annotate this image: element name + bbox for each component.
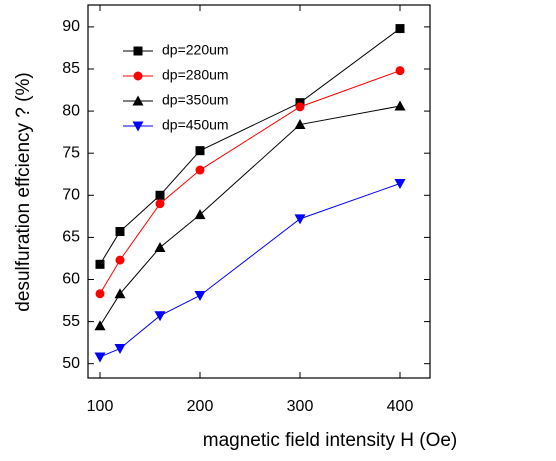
marker	[154, 311, 166, 322]
y-tick-label: 75	[62, 144, 80, 161]
series-line	[99, 70, 401, 295]
marker	[95, 289, 105, 299]
y-tick-label: 65	[62, 229, 80, 246]
legend-label: dp=280um	[162, 67, 229, 83]
marker	[395, 66, 405, 76]
marker	[155, 199, 165, 209]
marker	[294, 119, 306, 130]
marker	[154, 241, 166, 252]
x-tick-label: 100	[87, 398, 114, 415]
marker	[155, 190, 165, 200]
x-tick-label: 400	[387, 398, 414, 415]
y-tick-label: 70	[62, 187, 80, 204]
marker	[295, 102, 305, 112]
y-tick-label: 80	[62, 102, 80, 119]
legend-marker	[133, 71, 143, 81]
x-tick-label: 200	[187, 398, 214, 415]
legend-label: dp=450um	[162, 117, 229, 133]
y-tick-label: 55	[62, 313, 80, 330]
marker	[294, 214, 306, 225]
plot-frame	[87, 4, 431, 379]
series-line	[99, 183, 401, 358]
marker	[195, 146, 205, 156]
marker	[114, 288, 126, 299]
x-tick-label: 300	[287, 398, 314, 415]
y-tick-label: 90	[62, 18, 80, 35]
marker	[194, 209, 206, 220]
marker	[394, 100, 406, 111]
marker	[395, 24, 405, 34]
marker	[194, 290, 206, 301]
legend-marker	[132, 95, 144, 106]
y-tick-label: 85	[62, 60, 80, 77]
marker	[114, 344, 126, 355]
marker	[115, 226, 125, 236]
y-tick-label: 60	[62, 271, 80, 288]
y-axis-label: desulfuration effciency ? (%)	[13, 72, 34, 311]
marker	[94, 320, 106, 331]
x-axis-label: magnetic field intensity H (Oe)	[203, 430, 458, 451]
y-tick-label: 50	[62, 355, 80, 372]
series-line	[99, 28, 401, 265]
marker	[94, 352, 106, 363]
series-line	[99, 105, 401, 327]
legend-marker	[132, 121, 144, 132]
legend-label: dp=350um	[162, 92, 229, 108]
marker	[95, 259, 105, 269]
legend-label: dp=220um	[162, 42, 229, 58]
legend-marker	[133, 46, 143, 56]
marker	[394, 179, 406, 190]
marker	[115, 255, 125, 265]
marker	[195, 165, 205, 175]
